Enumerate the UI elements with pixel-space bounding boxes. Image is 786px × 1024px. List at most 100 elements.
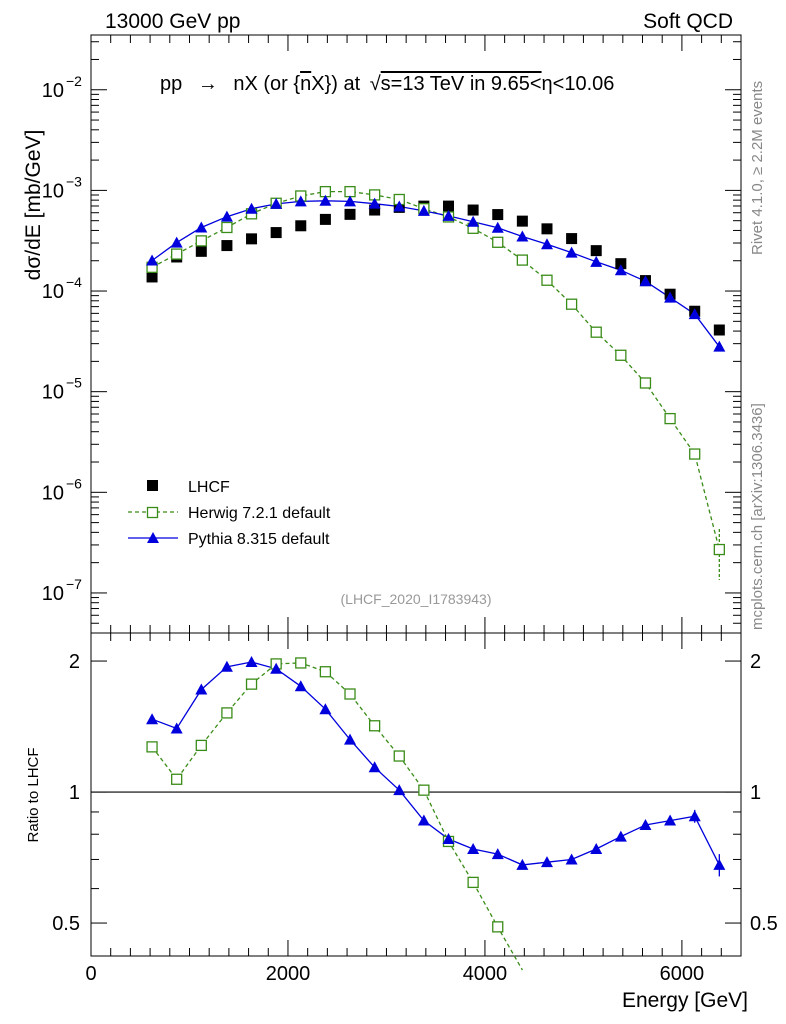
ratio-pythia-point	[146, 713, 159, 725]
pythia-point	[467, 215, 480, 227]
title-final: nX (or {	[233, 73, 300, 95]
ratio-pythia-point	[319, 703, 332, 715]
legend: LHCF Herwig 7.2.1 default Pythia 8.315 d…	[128, 479, 331, 548]
ratio-pythia-point	[344, 733, 357, 745]
pythia-point	[220, 210, 233, 222]
title-sqrt: √	[370, 73, 381, 95]
ratio-pythia-point	[417, 814, 430, 826]
ratio-herwig-point	[146, 741, 158, 753]
ratio-y-axis-label: Ratio to LHCF	[25, 747, 42, 842]
herwig-point	[565, 298, 578, 310]
pythia-point	[713, 340, 726, 352]
ratio-herwig-point	[221, 707, 233, 719]
pythia-point	[319, 194, 332, 206]
ratio-herwig-point	[245, 678, 258, 690]
header-right-label: Soft QCD	[643, 10, 733, 33]
rivet-side-label: Rivet 4.1.0, ≥ 2.2M events	[749, 81, 766, 255]
ratio-pythia-point	[294, 680, 307, 692]
main-y-tick-exponent: −5	[66, 375, 82, 391]
lhcf-point	[369, 204, 381, 216]
ratio-pythia-point	[516, 858, 529, 870]
pythia-point	[393, 200, 406, 212]
main-y-tick-label: 10	[42, 180, 64, 202]
main-y-tick-exponent: −6	[66, 475, 82, 491]
lhcf-point	[615, 258, 627, 270]
pythia-point	[270, 197, 283, 209]
main-y-tick-exponent: −3	[66, 173, 82, 189]
ratio-pythia-point	[590, 842, 603, 854]
lhcf-point	[319, 213, 331, 225]
ratio-herwig-line	[151, 662, 523, 971]
ratio-y-tick-label-right: 2	[750, 651, 761, 673]
herwig-point	[713, 543, 725, 556]
pythia-point	[170, 236, 183, 248]
herwig-point	[171, 248, 183, 260]
lhcf-point	[541, 223, 553, 235]
title-final-end: X}) at	[311, 73, 360, 95]
main-y-tick-label: 10	[42, 382, 64, 404]
x-tick-label: 0	[85, 963, 96, 985]
herwig-line	[151, 190, 720, 550]
herwig-point	[541, 274, 553, 286]
pythia-point	[442, 209, 455, 221]
x-tick-label: 2000	[266, 963, 311, 985]
pythia-point	[245, 202, 258, 214]
mcplots-side-label: mcplots.cern.ch [arXiv:1306.3436]	[749, 403, 766, 630]
ratio-herwig-point	[171, 773, 183, 785]
main-y-tick-exponent: −2	[66, 73, 82, 89]
ratio-herwig-point	[368, 720, 381, 732]
pythia-point	[146, 254, 159, 266]
pythia-point	[344, 195, 357, 207]
ratio-herwig-point	[393, 750, 405, 762]
lhcf-point	[516, 215, 528, 227]
ratio-herwig-point	[418, 784, 430, 796]
herwig-point	[492, 236, 504, 248]
title-s-part: s=13 TeV in 9.65<	[381, 73, 542, 95]
main-y-tick-label: 10	[42, 80, 64, 102]
lhcf-point	[295, 220, 307, 232]
main-y-tick-labels: 10−710−610−510−410−310−2	[42, 73, 82, 605]
legend-pythia-label: Pythia 8.315 default	[188, 531, 330, 548]
ratio-tick-labels: 0.5 0.5 1 1 2 2 0 2000 4000 6000	[52, 651, 778, 985]
pythia-point	[565, 246, 578, 258]
title-arrow: →	[198, 73, 218, 95]
ratio-pythia-point	[491, 848, 504, 860]
chart-title: pp → nX (or {nX}) at √s=13 TeV in 9.65<η…	[160, 73, 614, 95]
pythia-point	[540, 238, 553, 250]
header-left-label: 13000 GeV pp	[105, 10, 240, 33]
pythia-point	[195, 221, 208, 233]
pythia-point	[614, 264, 627, 276]
pythia-point	[688, 308, 701, 320]
ratio-pythia-point	[688, 810, 701, 822]
lhcf-point	[443, 200, 454, 212]
main-y-tick-label: 10	[42, 482, 64, 504]
lhcf-point	[566, 233, 578, 245]
ratio-pythia-point	[195, 683, 208, 695]
main-axis-ticks	[90, 35, 742, 634]
lhcf-point	[270, 227, 282, 239]
title-eta-end: <10.06	[553, 73, 615, 95]
lhcf-point	[146, 271, 158, 283]
ratio-axis-ticks	[90, 633, 742, 956]
pythia-point	[294, 195, 307, 207]
ratio-y-tick-label: 0.5	[52, 913, 80, 935]
herwig-point	[664, 412, 676, 425]
herwig-point	[195, 235, 207, 247]
main-y-axis-label: dσ/dE [mb/GeV]	[22, 130, 45, 281]
lhcf-point	[195, 245, 207, 257]
lhcf-point	[246, 233, 258, 245]
lhcf-point	[492, 209, 504, 221]
pythia-point	[417, 204, 430, 216]
ratio-pythia-point	[467, 842, 480, 854]
ratio-herwig-point	[467, 876, 479, 889]
ratio-panel-frame	[90, 632, 742, 957]
ratio-pythia-point	[220, 660, 233, 672]
title-eta: η	[542, 73, 553, 95]
pythia-point	[639, 275, 652, 287]
x-tick-label: 6000	[660, 963, 705, 985]
main-y-tick-exponent: −4	[66, 274, 82, 290]
main-y-tick-label: 10	[42, 281, 64, 303]
herwig-point	[221, 221, 233, 234]
ratio-pythia-point	[245, 655, 258, 667]
lhcf-point	[344, 208, 356, 220]
